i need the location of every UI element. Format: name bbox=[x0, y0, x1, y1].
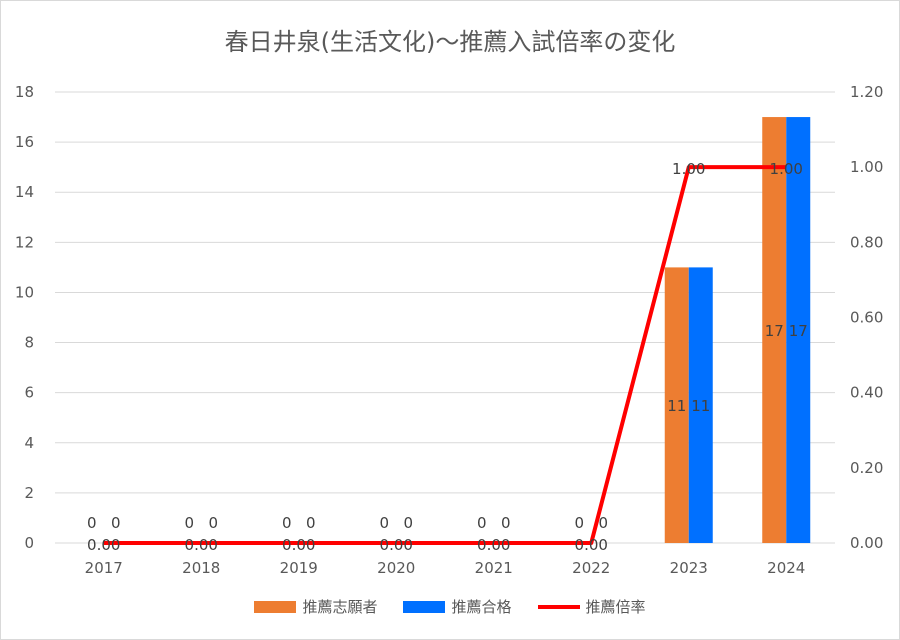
y-left-tick-label: 4 bbox=[24, 434, 34, 452]
y-left-tick-label: 16 bbox=[15, 133, 34, 151]
line-data-label: 0.00 bbox=[477, 536, 510, 554]
ratio-line bbox=[103, 165, 787, 545]
bar-data-label: 0 bbox=[282, 514, 292, 532]
y-left-tick-label: 6 bbox=[24, 384, 34, 402]
legend-label-applicants: 推薦志願者 bbox=[302, 598, 378, 616]
y-right-tick-label: 1.20 bbox=[850, 83, 883, 101]
legend-label-accepted: 推薦合格 bbox=[451, 598, 512, 616]
x-tick-label: 2021 bbox=[475, 559, 513, 577]
bar-data-label: 17 bbox=[789, 322, 808, 340]
bar-data-label: 11 bbox=[691, 397, 710, 415]
x-tick-label: 2017 bbox=[85, 559, 123, 577]
bar-data-label: 0 bbox=[208, 514, 218, 532]
bar-data-label: 0 bbox=[501, 514, 511, 532]
legend-swatch-applicants bbox=[254, 600, 297, 613]
y-right-tick-label: 1.00 bbox=[850, 158, 883, 176]
legend-item-accepted: 推薦合格 bbox=[403, 596, 512, 617]
line-data-label: 0.00 bbox=[575, 536, 608, 554]
y-right-tick-label: 0.00 bbox=[850, 534, 883, 552]
line-data-label: 0.00 bbox=[87, 536, 120, 554]
y-right-tick-label: 0.40 bbox=[850, 384, 883, 402]
x-tick-label: 2020 bbox=[377, 559, 415, 577]
legend-item-ratio: 推薦倍率 bbox=[537, 596, 646, 617]
line-data-label: 0.00 bbox=[282, 536, 315, 554]
chart-title: 春日井泉(生活文化)～推薦入試倍率の変化 bbox=[224, 28, 676, 56]
line-data-label: 1.00 bbox=[672, 160, 705, 178]
x-tick-label: 2022 bbox=[572, 559, 610, 577]
legend: 推薦志願者 推薦合格 推薦倍率 bbox=[0, 596, 900, 617]
legend-swatch-accepted bbox=[403, 600, 446, 613]
bar-data-label: 11 bbox=[667, 397, 686, 415]
bar bbox=[664, 267, 689, 543]
legend-label-ratio: 推薦倍率 bbox=[585, 598, 646, 616]
y-left-tick-label: 8 bbox=[24, 334, 34, 352]
bar-data-label: 0 bbox=[111, 514, 121, 532]
bar-data-label: 0 bbox=[306, 514, 316, 532]
bar-data-label: 0 bbox=[598, 514, 608, 532]
line-data-label: 1.00 bbox=[770, 160, 803, 178]
x-tick-label: 2018 bbox=[182, 559, 220, 577]
legend-item-applicants: 推薦志願者 bbox=[254, 596, 377, 617]
line-data-label: 0.00 bbox=[380, 536, 413, 554]
y-right-tick-label: 0.80 bbox=[850, 233, 883, 251]
bar bbox=[762, 117, 787, 544]
y-left-tick-label: 10 bbox=[15, 283, 34, 301]
bar-data-label: 0 bbox=[477, 514, 487, 532]
bar-data-label: 0 bbox=[403, 514, 413, 532]
bar-data-label: 0 bbox=[379, 514, 389, 532]
x-tick-label: 2024 bbox=[767, 559, 805, 577]
x-tick-label: 2019 bbox=[280, 559, 318, 577]
bar-data-label: 17 bbox=[765, 322, 784, 340]
bar-data-label: 0 bbox=[574, 514, 584, 532]
bar bbox=[688, 267, 713, 543]
y-left-tick-label: 18 bbox=[15, 83, 34, 101]
y-right-tick-label: 0.20 bbox=[850, 459, 883, 477]
line-data-label: 0.00 bbox=[185, 536, 218, 554]
y-right-tick-label: 0.60 bbox=[850, 309, 883, 327]
bar-data-label: 0 bbox=[184, 514, 194, 532]
y-left-tick-label: 12 bbox=[15, 233, 34, 251]
bar-data-label: 0 bbox=[87, 514, 97, 532]
legend-swatch-ratio bbox=[537, 604, 580, 609]
x-tick-label: 2023 bbox=[670, 559, 708, 577]
y-left-tick-label: 2 bbox=[24, 484, 34, 502]
bar bbox=[786, 117, 811, 544]
y-left-tick-label: 0 bbox=[24, 534, 34, 552]
y-left-tick-label: 14 bbox=[15, 183, 34, 201]
